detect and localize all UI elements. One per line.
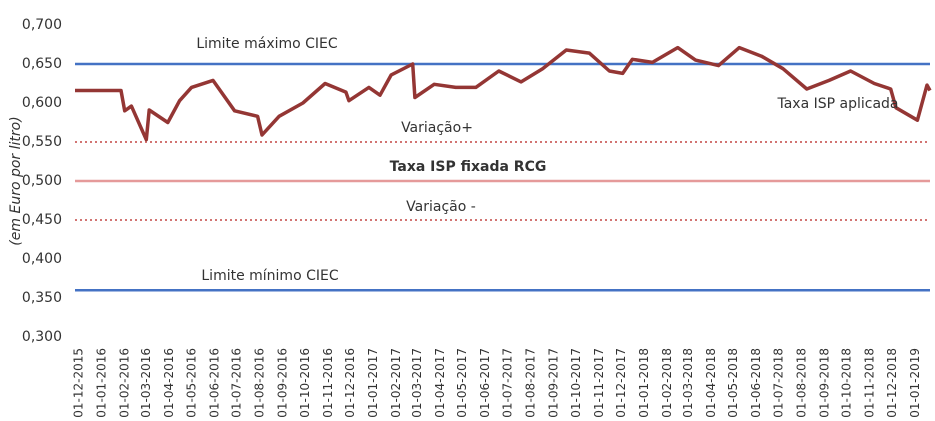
y-tick-label: 0,600 (22, 95, 62, 111)
x-tick-label: 01-11-2016 (321, 348, 335, 418)
x-tick-label: 01-02-2018 (660, 348, 674, 418)
y-tick-label: 0,450 (22, 212, 62, 228)
x-tick-label: 01-01-2019 (908, 348, 922, 418)
x-tick-label: 01-01-2017 (366, 348, 380, 418)
x-tick-label: 01-07-2016 (230, 348, 244, 418)
x-tick-label: 01-10-2017 (569, 348, 583, 418)
x-tick-label: 01-01-2016 (95, 348, 109, 418)
reference-label: Limite máximo CIEC (196, 36, 338, 52)
x-tick-label: 01-02-2016 (118, 348, 132, 418)
x-tick-label: 01-06-2018 (749, 348, 763, 418)
y-tick-label: 0,300 (22, 329, 62, 345)
x-tick-label: 01-09-2016 (276, 348, 290, 418)
x-tick-label: 01-02-2017 (389, 348, 403, 418)
x-tick-label: 01-03-2016 (139, 348, 153, 418)
x-tick-label: 01-08-2017 (523, 348, 537, 418)
x-tick-label: 01-06-2017 (478, 348, 492, 418)
y-tick-label: 0,500 (22, 173, 62, 189)
x-tick-label: 01-07-2017 (500, 348, 514, 418)
x-tick-label: 01-12-2018 (885, 348, 899, 418)
x-tick-label: 01-12-2017 (614, 348, 628, 418)
x-tick-label: 01-05-2016 (184, 348, 198, 418)
x-tick-label: 01-03-2018 (681, 348, 695, 418)
x-tick-label: 01-07-2018 (771, 348, 785, 418)
x-tick-label: 01-04-2017 (433, 348, 447, 418)
y-axis-title: (em Euro por litro) (8, 116, 24, 245)
x-tick-label: 01-06-2016 (207, 348, 221, 418)
x-tick-label: 01-11-2017 (592, 348, 606, 418)
reference-label: Taxa ISP fixada RCG (390, 159, 547, 175)
x-tick-label: 01-09-2017 (547, 348, 561, 418)
reference-label: Limite mínimo CIEC (201, 268, 338, 284)
y-tick-label: 0,550 (22, 134, 62, 150)
y-tick-label: 0,350 (22, 290, 62, 306)
x-tick-label: 01-11-2018 (863, 348, 877, 418)
x-tick-label: 01-12-2015 (72, 348, 86, 418)
x-tick-label: 01-03-2017 (410, 348, 424, 418)
reference-label: Variação - (406, 199, 476, 215)
x-tick-label: 01-12-2016 (343, 348, 357, 418)
x-tick-label: 01-01-2018 (637, 348, 651, 418)
y-tick-label: 0,700 (22, 17, 62, 33)
x-tick-label: 01-05-2018 (726, 348, 740, 418)
x-tick-label: 01-04-2016 (162, 348, 176, 418)
y-tick-label: 0,400 (22, 251, 62, 267)
x-tick-label: 01-08-2018 (794, 348, 808, 418)
reference-label: Variação+ (401, 120, 473, 136)
x-tick-label: 01-04-2018 (704, 348, 718, 418)
x-tick-label: 01-08-2016 (253, 348, 267, 418)
x-tick-label: 01-09-2018 (817, 348, 831, 418)
line-series (75, 45, 932, 142)
x-tick-label: 01-05-2017 (455, 348, 469, 418)
x-tick-label: 01-10-2018 (840, 348, 854, 418)
series-label: Taxa ISP aplicada (776, 96, 898, 112)
y-tick-label: 0,650 (22, 56, 62, 72)
x-tick-label: 01-10-2016 (298, 348, 312, 418)
